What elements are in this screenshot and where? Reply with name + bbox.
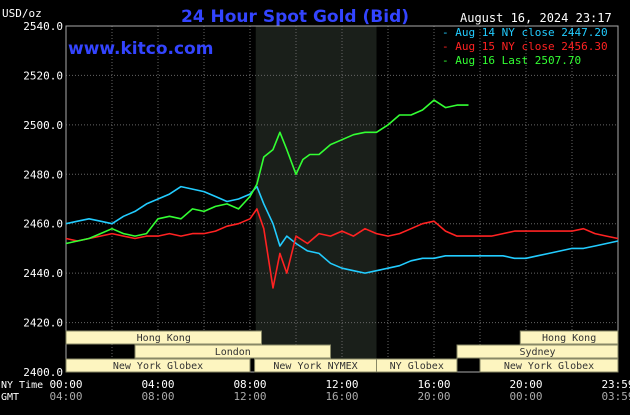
session-bar: Sydney xyxy=(456,344,619,359)
session-bar-fill xyxy=(134,344,331,359)
legend-entry-1: - Aug 14 NY close 2447.20 xyxy=(442,26,608,39)
x-tick-label-gmt: 03:59 xyxy=(601,390,630,403)
y-tick-label: 2520.0 xyxy=(23,69,63,82)
y-tick-label: 2540.0 xyxy=(23,20,63,33)
y-tick-label: 2480.0 xyxy=(23,168,63,181)
session-bar-label: Hong Kong xyxy=(137,333,191,344)
legend: - Aug 14 NY close 2447.20- Aug 15 NY clo… xyxy=(442,26,608,67)
x-tick-label-gmt: 20:00 xyxy=(417,390,450,403)
legend-entry-3: - Aug 16 Last 2507.70 xyxy=(442,54,581,67)
nymex-hours-shade xyxy=(255,26,377,372)
chart-title: 24 Hour Spot Gold (Bid) xyxy=(181,7,409,27)
x-tick-label-gmt: 16:00 xyxy=(325,390,358,403)
x-tick-label-gmt: 12:00 xyxy=(233,390,266,403)
x-tick-label-gmt: 04:00 xyxy=(49,390,82,403)
price-line-series-2 xyxy=(65,208,619,289)
session-bar-label: New York Globex xyxy=(504,361,594,372)
x-tick-label-gmt: 08:00 xyxy=(141,390,174,403)
ny-time-label: NY Time xyxy=(1,380,43,391)
session-bar: Hong Kong xyxy=(65,330,262,345)
session-bar-fill xyxy=(376,358,458,373)
brand-watermark: www.kitco.com xyxy=(68,39,213,59)
y-tick-label: 2400.0 xyxy=(23,366,63,379)
plot-area: 2400.0 2420.0 2440.0 2460.0 2480.0 2500.0 2520… xyxy=(23,20,630,403)
y-tick-label: 2440.0 xyxy=(23,267,63,280)
x-tick-label-ny: 08:00 xyxy=(233,378,266,391)
session-bar: New York Globex xyxy=(479,358,619,373)
y-tick-label: 2420.0 xyxy=(23,317,63,330)
session-bar-fill xyxy=(519,330,619,345)
session-bar-fill xyxy=(65,358,251,373)
session-bar-fill xyxy=(65,330,262,345)
session-bar: London xyxy=(134,344,331,359)
session-bar: Hong Kong xyxy=(519,330,619,345)
session-bar-label: London xyxy=(215,347,251,358)
price-line-series-1 xyxy=(65,185,619,274)
chart-datetime: August 16, 2024 23:17 xyxy=(460,11,612,25)
x-tick-label-ny: 04:00 xyxy=(141,378,174,391)
y-tick-label: 2460.0 xyxy=(23,218,63,231)
y-tick-label: 2500.0 xyxy=(23,119,63,132)
session-bar-label: New York Globex xyxy=(113,361,203,372)
gmt-label: GMT xyxy=(1,392,19,403)
price-line-series-3 xyxy=(65,99,469,245)
session-bar: New York NYMEX xyxy=(254,358,378,373)
legend-entry-2: - Aug 15 NY close 2456.30 xyxy=(442,40,608,53)
session-bar-label: Hong Kong xyxy=(542,333,596,344)
session-bar-label: Sydney xyxy=(519,347,555,358)
x-tick-label-ny: 00:00 xyxy=(49,378,82,391)
x-tick-label-ny: 23:59 xyxy=(601,378,630,391)
session-bar-fill xyxy=(479,358,619,373)
x-tick-label-ny: 20:00 xyxy=(509,378,542,391)
unit-label: USD/oz xyxy=(2,7,42,20)
session-bar: NY Globex xyxy=(376,358,458,373)
session-bar-label: NY Globex xyxy=(390,361,444,372)
session-bar-label: New York NYMEX xyxy=(273,361,357,372)
session-bar: New York Globex xyxy=(65,358,251,373)
session-bar-fill xyxy=(456,344,619,359)
x-tick-label-gmt: 00:00 xyxy=(509,390,542,403)
x-tick-label-ny: 16:00 xyxy=(417,378,450,391)
x-tick-label-ny: 12:00 xyxy=(325,378,358,391)
